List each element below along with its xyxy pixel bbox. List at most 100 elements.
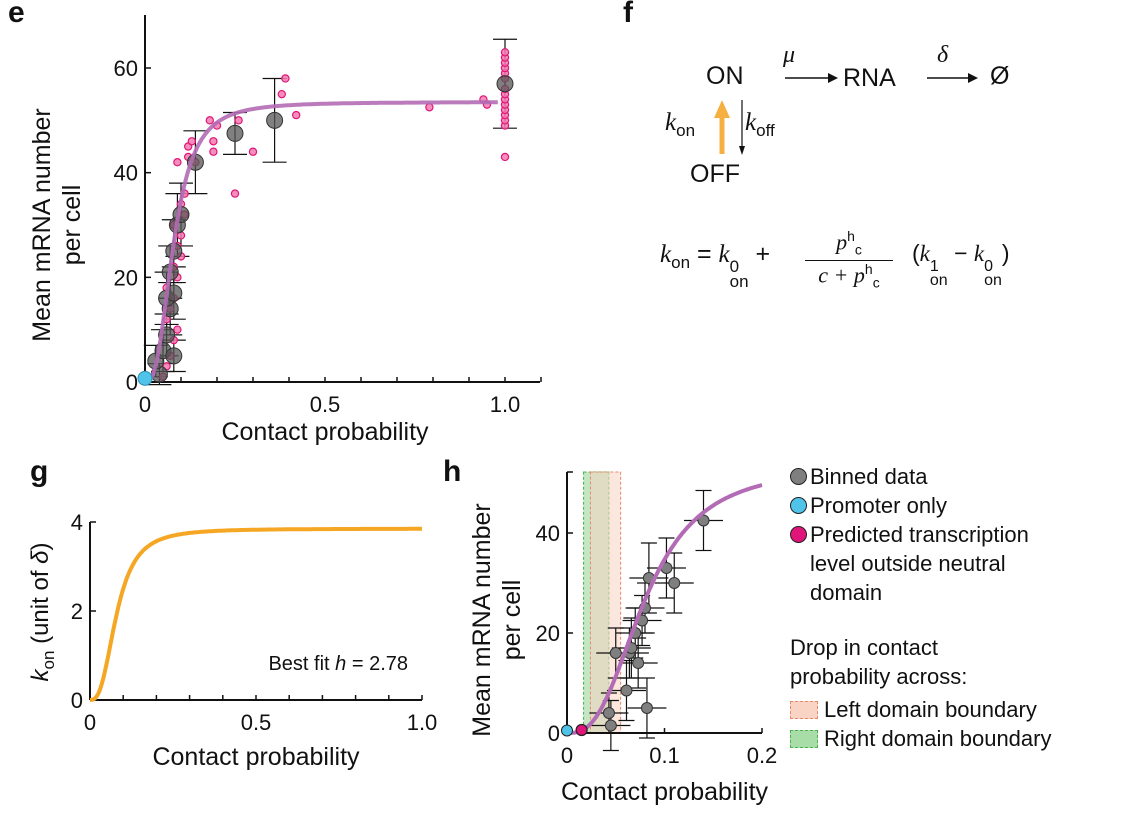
e-y-tick-label: 60 — [114, 56, 138, 81]
eq-num-p: p — [836, 229, 848, 255]
e-y-tick-label: 0 — [126, 370, 138, 395]
h-binned-point — [640, 702, 653, 714]
e-raw-point — [173, 325, 182, 334]
eq-minus: − — [954, 240, 968, 266]
eq-k0b: k — [973, 241, 985, 266]
eq-k0b-sub: on — [984, 272, 1002, 289]
delta-arrowhead — [968, 73, 978, 83]
e-raw-point — [230, 189, 240, 198]
legend-item-left-boundary: Left domain boundary — [790, 695, 1051, 724]
right-boundary-swatch-icon — [790, 730, 818, 748]
koff-sub: off — [756, 121, 775, 140]
h-binned-point — [620, 684, 633, 697]
g-x-tick-label: 0.5 — [241, 710, 272, 735]
e-promoter-point — [137, 370, 153, 386]
eq-plus: + — [755, 240, 771, 268]
e-binned-point — [226, 124, 244, 142]
e-raw-point — [425, 103, 434, 112]
binned-marker-icon — [790, 468, 807, 485]
e-x-tick-label: 1.0 — [490, 392, 521, 417]
legend-label: Binned data — [810, 464, 928, 489]
eq-fraction: phc c + phc — [805, 228, 893, 290]
eq-numerator: phc — [805, 228, 893, 261]
h-binned-point — [697, 514, 710, 527]
eq-den-c: c + — [818, 262, 854, 288]
g-kon-curve — [89, 526, 422, 702]
h-binned-point — [604, 719, 617, 732]
panel-letter-g: g — [30, 455, 49, 488]
h-predicted-point — [575, 723, 588, 737]
legend-label: Left domain boundary — [824, 697, 1037, 722]
h-x-tick-label: 0 — [561, 743, 573, 768]
e-raw-point — [292, 110, 301, 120]
legend-label: Promoter only — [810, 493, 947, 518]
koff-label: koff — [745, 108, 775, 141]
rna-label: RNA — [843, 64, 896, 92]
panel-letter-e: e — [8, 0, 25, 29]
eq-denominator: c + phc — [805, 261, 893, 291]
eq-k0-sub: on — [729, 272, 749, 291]
kon-equation: kon = k 0 on + — [660, 240, 771, 291]
mu-arrowhead — [828, 73, 838, 83]
eq-k0b-sup: 0 — [984, 258, 994, 275]
e-x-tick-label: 0 — [139, 392, 151, 417]
eq-k0-sup: 0 — [729, 257, 740, 276]
e-binned-point — [266, 111, 284, 129]
h-x-tick-label: 0.1 — [649, 743, 680, 768]
h-x-tick-label: 0.2 — [747, 743, 778, 768]
off-state-label: OFF — [690, 160, 740, 188]
eq-k0: k — [718, 241, 730, 268]
kon-arrowhead — [714, 100, 730, 118]
degraded-label: Ø — [990, 62, 1010, 90]
eq-k1: k — [919, 241, 930, 266]
h-binned-point — [609, 647, 622, 659]
koff-k: k — [745, 109, 757, 136]
e-raw-point — [187, 137, 196, 146]
g-y-tick-label: 0 — [71, 688, 83, 713]
e-x-axis-label: Contact probability — [221, 418, 429, 446]
legend-item-predicted: Predicted transcription level outside ne… — [790, 520, 1051, 607]
h-binned-point — [632, 657, 645, 669]
eq-lhs-sub: on — [671, 253, 691, 272]
e-raw-point — [205, 116, 214, 125]
g-y-axis-label: kon (unit of δ) — [27, 543, 58, 682]
h-band-left-boundary — [589, 471, 622, 734]
kon-sub: on — [676, 121, 696, 140]
eq-lhs: k — [660, 241, 672, 268]
legend-h: Binned data Promoter only Predicted tran… — [790, 462, 1051, 753]
legend-label: Predicted transcription level outside ne… — [810, 522, 1029, 605]
delta-label: δ — [937, 42, 949, 68]
e-binned-point — [165, 347, 183, 365]
g-y-tick-label: 2 — [71, 599, 83, 624]
kon-label: kon — [665, 108, 695, 141]
eq-den-p: p — [853, 262, 865, 288]
e-y-axis-label: per cell — [58, 185, 86, 266]
h-y-tick-label: 40 — [536, 521, 560, 546]
eq-den-sup: h — [864, 260, 873, 277]
e-raw-point — [209, 137, 218, 146]
legend-item-right-boundary: Right domain boundary — [790, 724, 1051, 753]
h-y-axis-label: per cell — [498, 580, 526, 661]
eq-paren-open: ( — [912, 240, 920, 266]
eq-difference: (k 1 on − k 0 on) — [912, 240, 1010, 289]
legend-label: Right domain boundary — [824, 726, 1052, 751]
legend-item-binned: Binned data — [790, 462, 1051, 491]
legend-item-promoter: Promoter only — [790, 491, 1051, 520]
eq-den-sub: c — [872, 274, 880, 291]
e-raw-point — [277, 89, 286, 99]
h-promoter-point — [561, 724, 573, 737]
e-y-tick-label: 40 — [114, 161, 138, 186]
e-binned-point — [496, 75, 514, 93]
h-y-tick-label: 20 — [536, 621, 560, 646]
eq-num-sub: c — [854, 241, 862, 258]
g-y-tick-label: 4 — [71, 510, 83, 535]
e-raw-point — [173, 157, 182, 167]
e-raw-point — [234, 116, 243, 125]
g-x-tick-label: 0 — [84, 710, 96, 735]
panel-letter-h: h — [443, 455, 462, 488]
kon-k: k — [665, 109, 677, 136]
e-raw-point — [281, 74, 290, 83]
g-best-fit-annotation: Best fit h = 2.78 — [268, 653, 408, 675]
eq-paren-close: ) — [1001, 240, 1010, 266]
